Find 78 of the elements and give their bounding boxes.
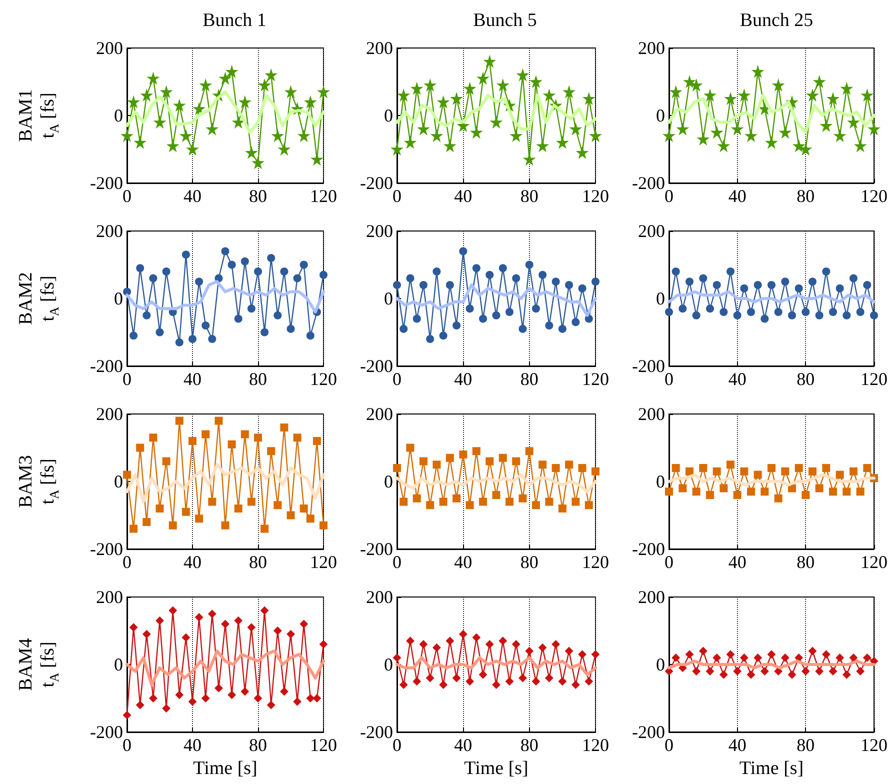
x-tick-label: 80 <box>520 735 538 755</box>
x-tick-label: 80 <box>796 186 815 206</box>
x-tick-label: 80 <box>796 552 815 572</box>
x-tick-label: 120 <box>310 369 337 389</box>
x-tick-label: 40 <box>454 552 472 572</box>
y-tick-label: 0 <box>384 472 393 492</box>
y-tick-label: -200 <box>360 356 393 376</box>
y-tick-label: 200 <box>366 404 393 424</box>
y-tick-label: 0 <box>384 288 393 308</box>
y-tick-label: 0 <box>656 472 665 492</box>
y-tick-label: -200 <box>90 722 123 742</box>
y-tick-label: 0 <box>656 106 665 126</box>
x-tick-label: 40 <box>728 369 746 389</box>
y-tick-label: 200 <box>366 587 393 607</box>
x-tick-label: 40 <box>184 735 202 755</box>
y-tick-label: 200 <box>96 221 123 241</box>
x-tick-label: 40 <box>184 369 202 389</box>
x-tick-label: 80 <box>249 369 267 389</box>
y-tick-label: 0 <box>656 654 665 674</box>
x-tick-label: 80 <box>520 552 538 572</box>
chart-title: Bunch 25 <box>740 10 814 31</box>
x-axis-title: Time [s] <box>464 758 528 779</box>
y-tick-label: -200 <box>632 173 665 193</box>
y-tick-label: -200 <box>632 539 665 559</box>
chart-title: Bunch 5 <box>473 10 537 31</box>
x-tick-label: 80 <box>249 735 267 755</box>
x-tick-label: 40 <box>184 552 202 572</box>
y-tick-label: -200 <box>90 539 123 559</box>
x-tick-label: 40 <box>454 369 472 389</box>
y-tick-label: 200 <box>366 221 393 241</box>
y-tick-label: -200 <box>632 356 665 376</box>
x-tick-label: 120 <box>860 186 888 206</box>
x-tick-label: 80 <box>249 186 267 206</box>
x-tick-label: 40 <box>454 186 472 206</box>
x-tick-label: 40 <box>454 735 472 755</box>
y-tick-label: 0 <box>114 288 123 308</box>
y-tick-label: -200 <box>90 356 123 376</box>
y-tick-label: -200 <box>360 539 393 559</box>
x-tick-label: 120 <box>860 369 888 389</box>
y-tick-label: -200 <box>360 722 393 742</box>
y-tick-label: 200 <box>638 221 665 241</box>
y-tick-label: 0 <box>384 654 393 674</box>
x-tick-label: 120 <box>860 735 888 755</box>
x-axis-title: Time [s] <box>193 758 258 779</box>
x-tick-label: 120 <box>582 369 609 389</box>
x-axis-title: Time [s] <box>739 758 804 779</box>
y-tick-label: 200 <box>96 587 123 607</box>
x-tick-label: 80 <box>249 552 267 572</box>
x-tick-label: 80 <box>520 369 538 389</box>
y-tick-label: 200 <box>638 404 665 424</box>
x-tick-label: 40 <box>728 552 746 572</box>
x-tick-label: 40 <box>184 186 202 206</box>
y-tick-label: 0 <box>656 288 665 308</box>
y-tick-label: 0 <box>384 106 393 126</box>
x-tick-label: 120 <box>310 186 337 206</box>
x-tick-label: 120 <box>582 186 609 206</box>
y-tick-label: 0 <box>114 106 123 126</box>
x-tick-label: 120 <box>310 735 337 755</box>
x-tick-label: 80 <box>520 186 538 206</box>
y-tick-label: 200 <box>96 404 123 424</box>
y-tick-label: -200 <box>90 173 123 193</box>
y-tick-label: 0 <box>114 472 123 492</box>
chart-title: Bunch 1 <box>202 10 266 31</box>
x-tick-label: 80 <box>796 369 815 389</box>
x-tick-label: 40 <box>728 735 746 755</box>
x-tick-label: 120 <box>860 552 888 572</box>
y-tick-label: 0 <box>114 654 123 674</box>
y-tick-label: 200 <box>638 38 665 58</box>
y-tick-label: 200 <box>366 38 393 58</box>
x-tick-label: 80 <box>796 735 815 755</box>
x-tick-label: 120 <box>310 552 337 572</box>
x-tick-label: 120 <box>582 735 609 755</box>
y-tick-label: -200 <box>632 722 665 742</box>
x-tick-label: 120 <box>582 552 609 572</box>
y-tick-label: -200 <box>360 173 393 193</box>
y-tick-label: 200 <box>638 587 665 607</box>
x-tick-label: 40 <box>728 186 746 206</box>
y-tick-label: 200 <box>96 38 123 58</box>
